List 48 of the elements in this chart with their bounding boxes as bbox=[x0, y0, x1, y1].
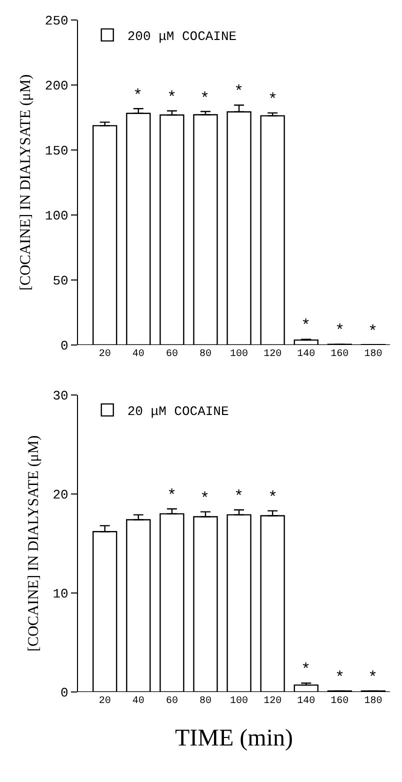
y-tick-label: 10 bbox=[52, 586, 68, 602]
x-tick-label: 100 bbox=[230, 349, 248, 360]
data-label: * bbox=[234, 83, 244, 101]
y-tick-label: 0 bbox=[60, 338, 68, 354]
data-label: * bbox=[301, 661, 311, 679]
x-tick-label: 160 bbox=[330, 696, 349, 707]
y-tick-label: 100 bbox=[44, 208, 68, 224]
data-label: * bbox=[268, 489, 278, 507]
y-axis-title: [COCAINE] IN DIALYSATE (μM) bbox=[26, 435, 42, 652]
x-tick-label: 100 bbox=[230, 696, 248, 707]
x-tick-label: 140 bbox=[297, 349, 316, 360]
x-tick-label: 60 bbox=[166, 349, 178, 360]
data-label: * bbox=[368, 669, 378, 687]
legend-label: 200 μM COCAINE bbox=[127, 29, 237, 44]
data-label: * bbox=[335, 322, 345, 340]
data-label: * bbox=[234, 488, 244, 506]
x-tick-label: 180 bbox=[364, 696, 382, 707]
x-tick-label: 20 bbox=[98, 696, 111, 707]
legend-label: 20 μM COCAINE bbox=[127, 404, 229, 420]
x-axis-title: TIME (min) bbox=[175, 725, 293, 752]
x-tick-label: 120 bbox=[264, 349, 282, 360]
x-tick-label: 80 bbox=[199, 696, 212, 707]
y-tick-label: 0 bbox=[60, 686, 68, 701]
data-label: * bbox=[167, 487, 177, 505]
x-tick-label: 80 bbox=[199, 349, 212, 360]
data-label: * bbox=[200, 90, 210, 108]
data-label: * bbox=[301, 317, 311, 335]
data-label: * bbox=[335, 669, 345, 687]
y-tick-label: 30 bbox=[52, 388, 68, 404]
x-tick-label: 60 bbox=[166, 696, 178, 707]
y-tick-label: 150 bbox=[44, 144, 68, 159]
y-tick-label: 200 bbox=[44, 78, 68, 94]
data-label: * bbox=[268, 91, 278, 109]
y-axis-title: [COCAINE] IN DIALYSATE (μM) bbox=[18, 74, 34, 291]
x-tick-label: 40 bbox=[132, 696, 144, 707]
x-tick-label: 20 bbox=[98, 349, 111, 360]
x-tick-label: 40 bbox=[132, 349, 144, 360]
x-tick-label: 160 bbox=[330, 349, 349, 360]
x-tick-label: 140 bbox=[297, 696, 316, 707]
x-tick-label: 120 bbox=[264, 696, 282, 707]
data-label: * bbox=[368, 323, 378, 341]
data-label: * bbox=[133, 87, 143, 105]
data-label: * bbox=[200, 490, 210, 508]
data-label: * bbox=[167, 89, 177, 107]
x-tick-label: 180 bbox=[364, 349, 382, 360]
y-tick-label: 250 bbox=[44, 14, 68, 29]
y-tick-label: 20 bbox=[52, 488, 68, 503]
y-tick-label: 50 bbox=[52, 274, 68, 289]
